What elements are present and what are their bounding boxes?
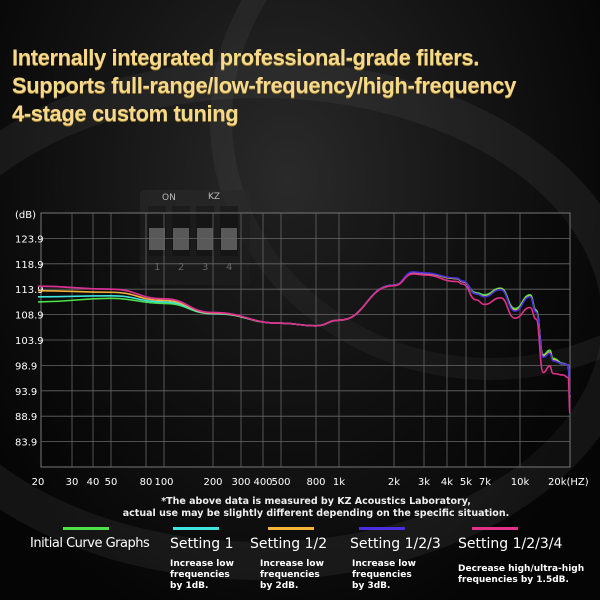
y-axis-label: (dB)	[15, 210, 36, 221]
footnote: *The above data is measured by KZ Acoust…	[0, 496, 600, 520]
x-tick-label: 7k	[479, 477, 491, 488]
y-tick-label: 118.9	[15, 260, 44, 271]
x-tick-label: 40	[87, 477, 100, 488]
headline-line-1: Internally integrated professional-grade…	[12, 45, 479, 70]
dip-switch-1	[148, 206, 166, 256]
legend-description: Decrease high/ultra-high frequencies by 1…	[458, 564, 585, 585]
x-tick-label: 5k	[460, 477, 472, 488]
footnote-line-1: *The above data is measured by KZ Acoust…	[161, 496, 471, 507]
dip-switch-2	[172, 206, 190, 256]
x-tick-label: 100	[154, 477, 173, 488]
y-tick-label: 108.9	[15, 311, 44, 322]
x-tick-label: 10k	[511, 477, 530, 488]
x-tick-label: 400	[253, 477, 272, 488]
legend-swatch	[359, 527, 405, 530]
headline-line-2: Supports full-range/low-frequency/high-f…	[12, 73, 516, 98]
dip-brand-label: KZ	[208, 192, 221, 202]
legend-swatch	[173, 527, 219, 530]
y-tick-label: 83.9	[15, 438, 37, 449]
x-tick-label: 2k	[388, 477, 400, 488]
dip-switch-graphic: ON KZ 1 2 3 4	[140, 190, 250, 285]
legend-label: Initial Curve Graphs	[30, 536, 150, 551]
headline-line-3: 4-stage custom tuning	[12, 101, 239, 126]
legend-swatch	[268, 527, 314, 530]
y-tick-label: 103.9	[15, 336, 44, 347]
x-tick-label: 30	[66, 477, 79, 488]
x-tick-label: 200	[203, 477, 222, 488]
x-tick-label: 1k	[333, 477, 345, 488]
y-tick-label: 88.9	[15, 412, 37, 423]
legend-description: Increase low frequencies by 2dB.	[260, 559, 324, 591]
dip-number: 2	[178, 262, 184, 273]
legend-description: Increase low frequencies by 3dB.	[352, 559, 416, 591]
x-tick-label: 50	[105, 477, 118, 488]
legend-swatch	[472, 527, 518, 530]
dip-number: 4	[226, 262, 232, 273]
y-tick-label: 93.9	[15, 387, 37, 398]
x-tick-label: 20k(HZ)	[548, 477, 589, 488]
grid	[40, 212, 571, 468]
headline: Internally integrated professional-grade…	[12, 44, 516, 128]
x-tick-label: 500	[271, 477, 290, 488]
dip-on-label: ON	[162, 193, 176, 203]
x-tick-label: 800	[306, 477, 325, 488]
dip-switch-4	[220, 206, 238, 256]
footnote-line-2: actual use may be slightly different dep…	[122, 508, 510, 519]
legend-label: Setting 1/2	[250, 536, 328, 552]
y-tick-label: 98.9	[15, 361, 37, 372]
x-tick-label: 4k	[441, 477, 453, 488]
x-tick-label: 80	[140, 477, 153, 488]
legend-label: Setting 1	[170, 536, 234, 552]
legend-label: Setting 1/2/3	[350, 536, 441, 552]
legend-description: Increase low frequencies by 1dB.	[170, 559, 234, 591]
y-tick-label: 113.9	[15, 285, 44, 296]
x-tick-label: 300	[231, 477, 250, 488]
legend-swatch	[63, 527, 109, 530]
dip-number: 1	[154, 262, 160, 273]
x-tick-label: 20	[32, 477, 45, 488]
series-line-setting-1-2-3-4	[37, 273, 571, 414]
dip-number: 3	[202, 262, 208, 273]
dip-switch-3	[196, 206, 214, 256]
x-tick-label: 3k	[418, 477, 430, 488]
legend-label: Setting 1/2/3/4	[458, 536, 563, 552]
y-tick-label: 123.9	[15, 234, 44, 245]
